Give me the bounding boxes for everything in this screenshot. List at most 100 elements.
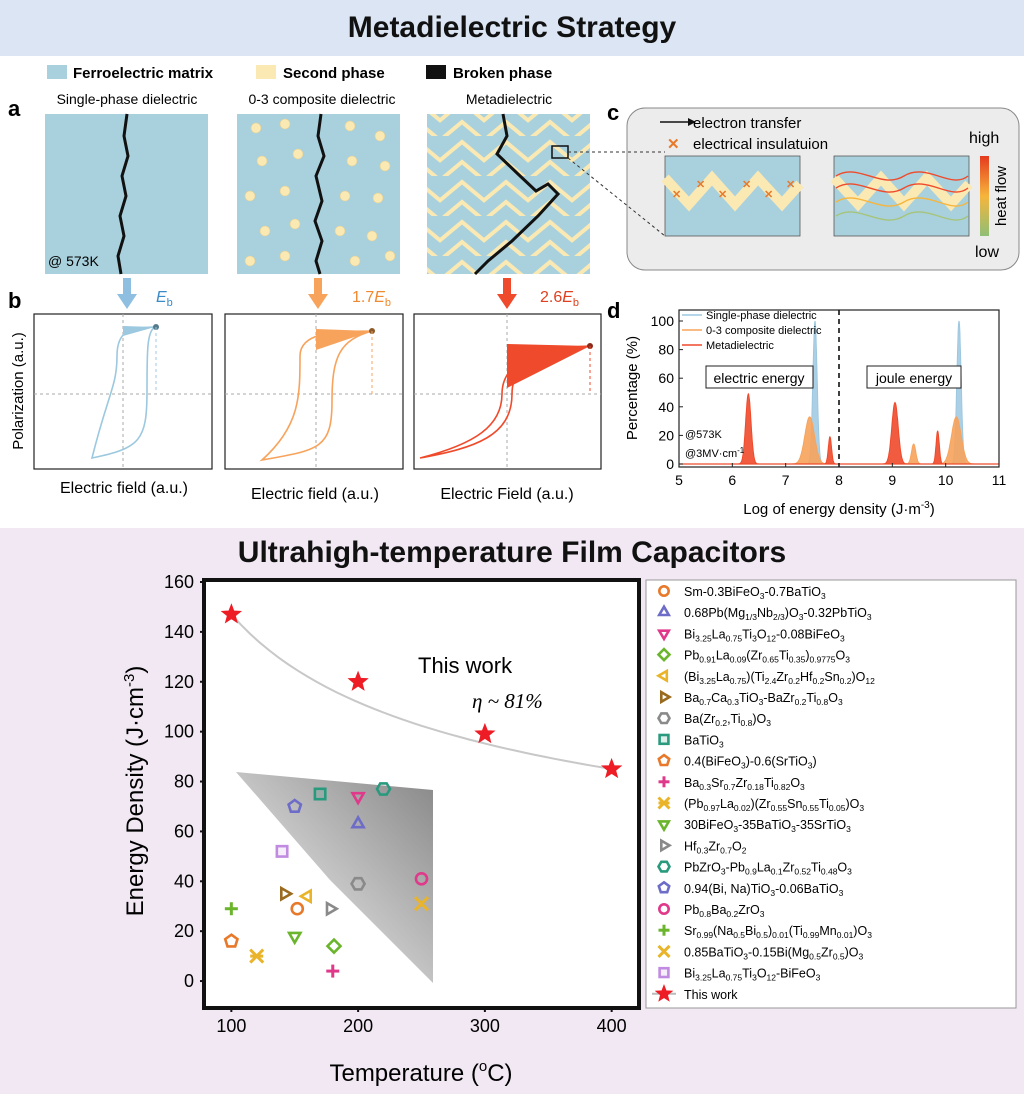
composite-image — [237, 113, 400, 275]
panel-letter-a: a — [8, 96, 21, 121]
point-0-4-bifeo3-0-6-srtio3--0 — [223, 933, 240, 948]
point-pbzro3-pb0-9la0-1zr0-52ti0-48o3-0 — [375, 782, 392, 796]
legend-entry-12: Hf0.3Zr0.7O2 — [684, 839, 747, 855]
panel-a-title-composite: 0-3 composite dielectric — [248, 91, 395, 107]
svg-text:✕: ✕ — [742, 179, 751, 191]
point-sm-0-3bifeo3-0-7batio3-0 — [290, 901, 305, 916]
legend-entry-11: 30BiFeO3-35BaTiO3-35SrTiO3 — [684, 818, 851, 834]
e-ytick-label: 160 — [164, 572, 194, 592]
header-banner: Metadielectric Strategy — [0, 0, 1024, 56]
d-ytick-label: 40 — [658, 399, 674, 415]
legend-marker-5 — [659, 689, 673, 705]
point-hf0-3zr0-7o2-0 — [325, 900, 340, 917]
legend-marker-18 — [658, 966, 670, 979]
chart-e-xlabel: Temperature (oC) — [329, 1058, 512, 1087]
point-30bifeo3-35batio3-35srtio3-0 — [286, 931, 303, 946]
svg-text:✕: ✕ — [786, 179, 795, 191]
e-ytick-label: 100 — [164, 722, 194, 742]
e-xtick-label: 200 — [343, 1016, 373, 1036]
point-this-work-0 — [220, 603, 243, 624]
legend-entry-15: Pb0.8Ba0.2ZrO3 — [684, 903, 765, 919]
panel-letter-d: d — [607, 298, 620, 323]
region-electric: electric energy — [713, 370, 804, 386]
legend-entry-6: Ba(Zr0.2,Ti0.8)O3 — [684, 712, 771, 728]
legend-entry-2: Bi3.25La0.75Ti3O12-0.08BiFeO3 — [684, 627, 845, 643]
legend-entry-8: 0.4(BiFeO3)-0.6(SrTiO3) — [684, 755, 817, 771]
cross-icon: ✕ — [667, 136, 680, 153]
chart-e-ylabel: Energy Density (J·cm-3) — [121, 666, 149, 917]
chart-d-xlabel: Log of energy density (J·m-3) — [743, 500, 935, 518]
d-xtick-label: 9 — [888, 472, 896, 488]
arrow-single — [117, 278, 137, 309]
legend-entry-4: (Bi3.25La0.75)(Ti2.4Zr0.2Hf0.2Sn0.2)O12 — [684, 670, 875, 686]
point-this-work-3 — [600, 757, 623, 779]
legend-entry-19: This work — [684, 988, 738, 1002]
legend-d-single: Single-phase dielectric — [706, 310, 817, 322]
metadielectric-image — [427, 113, 590, 276]
legend-marker-2 — [656, 629, 672, 642]
e-xtick-label: 300 — [470, 1016, 500, 1036]
d-ytick-label: 60 — [658, 370, 674, 386]
fit-curve — [230, 613, 612, 770]
d-ytick-label: 80 — [658, 342, 674, 358]
heat-bar-high: high — [969, 130, 999, 147]
point-pb0-91la0-09-zr0-65ti0-35-0-9775o3-0 — [325, 937, 343, 955]
panel-c-legend-electron: electron transfer — [693, 115, 801, 132]
e-ytick-label: 0 — [184, 971, 194, 991]
legend-entry-17: 0.85BaTiO3-0.15Bi(Mg0.5Zr0.5)O3 — [684, 945, 864, 961]
d-xtick-label: 5 — [675, 472, 683, 488]
svg-text:✕: ✕ — [696, 179, 705, 191]
panel-letter-c: c — [607, 100, 619, 125]
legend-entry-0: Sm-0.3BiFeO3-0.7BaTiO3 — [684, 585, 826, 601]
legend-entry-5: Ba0.7Ca0.3TiO3-BaZr0.2Ti0.8O3 — [684, 691, 843, 707]
peak-metadielectric-2 — [882, 401, 908, 465]
breakdown-label-single: Eb — [156, 289, 173, 309]
legend-marker-6 — [656, 712, 671, 725]
legend-d-meta: Metadielectric — [706, 340, 774, 352]
pe-loop-composite — [224, 313, 404, 470]
energy-distribution-chart: 5 6 7 8 9 10 11 0 20 40 60 80 100 Single-phase diele… — [624, 309, 1007, 518]
this-work-annotation: This work — [418, 653, 513, 678]
efficiency-annotation: η ~ 81% — [472, 689, 543, 713]
region-joule: joule energy — [875, 370, 952, 386]
legend-label-matrix: Ferroelectric matrix — [73, 65, 214, 82]
legend-marker-10 — [657, 796, 671, 810]
peak-metadielectric-3 — [931, 430, 945, 465]
legend-entry-14: 0.94(Bi, Na)TiO3-0.06BaTiO3 — [684, 882, 844, 898]
page-title: Metadielectric Strategy — [347, 11, 677, 44]
pe-loop-meta — [413, 313, 602, 470]
d-ytick-label: 20 — [658, 427, 674, 443]
d-ytick-label: 0 — [666, 456, 674, 472]
peak-0-3-composite-dielectric-0 — [790, 416, 829, 465]
d-xtick-label: 7 — [782, 472, 790, 488]
point-ba0-7ca0-3tio3-bazr0-2ti0-8o3-0 — [279, 885, 294, 902]
bottom-figure: 100 200 300 400 0 20 40 60 80 100 120 140 160 This w… — [121, 572, 1017, 1087]
panel-b-ylabel: Polarization (a.u.) — [10, 332, 27, 450]
point-0-68pb-mg1-3nb2-3-o3-0-32pbtio3-0 — [350, 814, 366, 829]
panel-b-xlabel-meta: Electric Field (a.u.) — [440, 486, 573, 503]
legend-entry-1: 0.68Pb(Mg1/3Nb2/3)O3-0.32PbTiO3 — [684, 606, 872, 622]
arrow-meta — [497, 278, 517, 309]
svg-text:✕: ✕ — [672, 189, 681, 201]
point-0-85batio3-0-15bi-mg0-5zr0-5-o3-0 — [413, 896, 430, 912]
point--bi3-25la0-75-ti2-4zr0-2hf0-2sn0-2-o12-0 — [298, 888, 313, 905]
e-ytick-label: 60 — [174, 821, 194, 841]
point-this-work-2 — [474, 722, 496, 744]
scatter-legend: Sm-0.3BiFeO3-0.7BaTiO3 0.68Pb(Mg1/3Nb2/3)… — [645, 579, 1017, 1009]
d-xtick-label: 11 — [992, 472, 1007, 488]
legend-entry-13: PbZrO3-Pb0.9La0.1Zr0.52Ti0.48O3 — [684, 861, 852, 877]
legend-marker-16 — [658, 924, 670, 936]
legend-d: Single-phase dielectric 0-3 composite di… — [682, 310, 822, 352]
point-bi3-25la0-75ti3o12-bifeo3-0 — [275, 844, 289, 858]
e-ytick-label: 40 — [174, 871, 194, 891]
peak-metadielectric-0 — [737, 392, 759, 465]
point-batio3-0 — [313, 787, 327, 801]
legend-marker-7 — [658, 733, 670, 746]
legend-marker-11 — [656, 820, 672, 833]
e-ytick-label: 80 — [174, 772, 194, 792]
d-xtick-label: 6 — [728, 472, 736, 488]
panel-a-title-meta: Metadielectric — [466, 91, 552, 107]
e-ytick-label: 20 — [174, 921, 194, 941]
breakdown-label-composite: 1.7Eb — [352, 289, 391, 309]
panel-c-legend-insulation: electrical insulatuion — [693, 136, 828, 153]
